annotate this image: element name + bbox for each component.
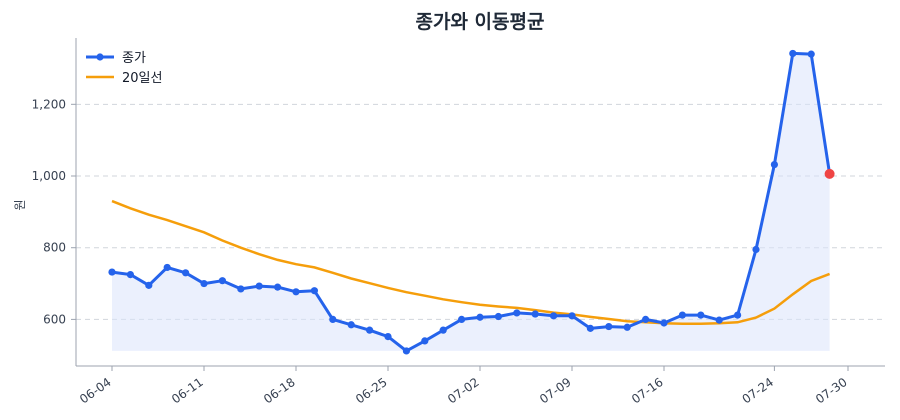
close-price-point — [145, 281, 153, 289]
close-price-point — [734, 311, 742, 319]
close-price-point — [347, 321, 355, 329]
close-price-point — [163, 263, 171, 272]
close-price-point — [715, 316, 723, 324]
close-price-point — [255, 282, 263, 290]
close-price-point — [366, 326, 374, 334]
close-price-point — [770, 160, 779, 169]
y-ticks: 600 800 1,000 1,200 — [32, 97, 76, 326]
close-price-point — [807, 50, 815, 58]
close-price-point — [586, 324, 595, 332]
close-price-point — [752, 245, 760, 254]
y-axis-label: 원 — [13, 199, 27, 210]
x-tick-label: 06-11 — [169, 375, 206, 406]
close-price-point — [274, 283, 282, 291]
close-price-point — [108, 268, 116, 276]
close-price-point — [384, 333, 392, 341]
close-price-point — [605, 322, 613, 331]
close-price-point — [660, 319, 668, 327]
close-price-point — [329, 315, 337, 323]
last-close-point — [824, 168, 835, 179]
close-price-point — [494, 312, 502, 321]
y-tick-label: 800 — [43, 241, 66, 255]
close-price-area — [112, 53, 830, 351]
x-tick-label: 07-02 — [445, 375, 482, 406]
legend: 종가 20일선 — [86, 51, 162, 86]
close-price-point — [182, 269, 190, 277]
close-price-point — [200, 279, 208, 288]
close-price-point — [531, 310, 539, 318]
close-price-point — [789, 49, 797, 58]
close-price-point — [310, 287, 318, 295]
x-ticks: 06-04 06-11 06-18 06-25 07-02 07-09 07-16 07-24… — [77, 366, 850, 406]
close-price-point — [218, 277, 226, 285]
close-price-point — [697, 311, 705, 319]
close-price-point — [476, 313, 484, 321]
close-price-point — [237, 285, 245, 293]
y-tick-label: 1,200 — [32, 97, 66, 111]
close-price-point — [642, 315, 650, 323]
y-tick-label: 1,000 — [32, 169, 66, 183]
close-price-point — [678, 311, 687, 319]
x-tick-label: 07-16 — [629, 375, 666, 406]
legend-label-close: 종가 — [122, 51, 146, 66]
ma20-line — [111, 199, 831, 325]
close-price-point — [402, 347, 410, 355]
close-price-point — [458, 315, 466, 323]
legend-marker-close — [96, 53, 104, 61]
close-price-point — [513, 309, 521, 317]
close-price-markers — [108, 49, 835, 355]
close-price-point — [550, 312, 558, 320]
y-tick-label: 600 — [43, 312, 66, 326]
x-tick-label: 06-25 — [353, 375, 390, 406]
close-price-point — [439, 326, 447, 334]
close-price-point — [126, 270, 134, 279]
close-price-point — [623, 323, 631, 331]
x-tick-label: 06-04 — [77, 375, 114, 406]
legend-label-ma20: 20일선 — [122, 71, 162, 86]
close-price-point — [292, 288, 300, 296]
x-tick-label: 07-24 — [740, 375, 777, 406]
x-tick-label: 07-09 — [537, 375, 574, 406]
close-price-point — [421, 337, 429, 345]
close-price-point — [568, 312, 576, 320]
chart-title: 종가와 이동평균 — [416, 11, 545, 33]
x-tick-label: 07-30 — [813, 375, 850, 406]
x-tick-label: 06-18 — [261, 375, 298, 406]
close-price-line — [111, 51, 832, 353]
